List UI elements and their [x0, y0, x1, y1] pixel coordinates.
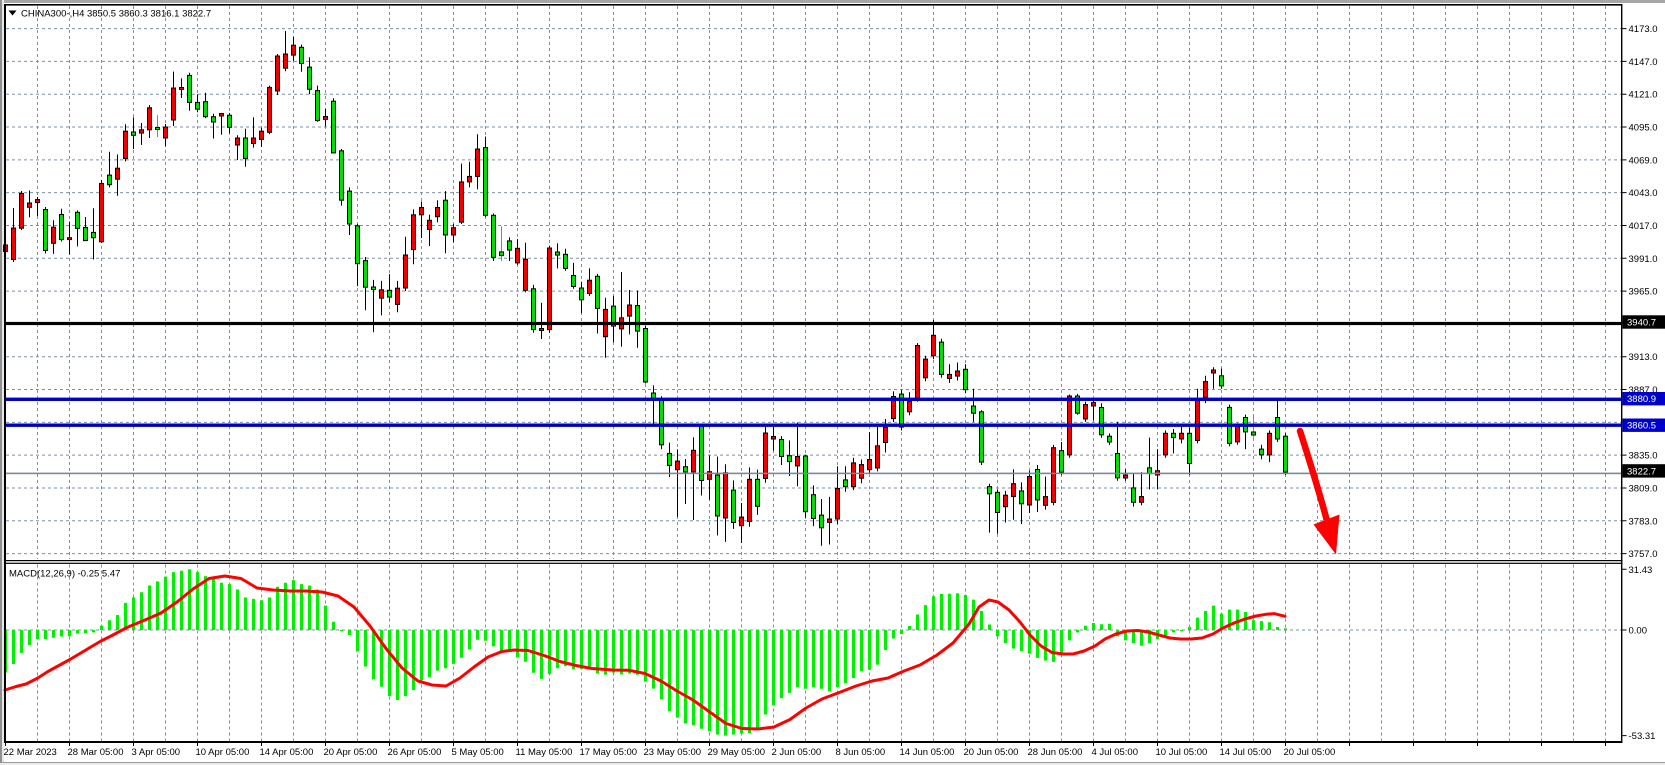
svg-text:14 Jun 05:00: 14 Jun 05:00	[900, 747, 955, 758]
svg-text:3991.0: 3991.0	[1629, 254, 1658, 265]
svg-text:4 Jul 05:00: 4 Jul 05:00	[1092, 747, 1138, 758]
svg-text:3822.7: 3822.7	[1627, 466, 1656, 477]
svg-text:29 May 05:00: 29 May 05:00	[708, 747, 766, 758]
svg-text:3757.0: 3757.0	[1629, 549, 1658, 560]
svg-text:14 Apr 05:00: 14 Apr 05:00	[260, 747, 314, 758]
svg-text:4121.0: 4121.0	[1629, 90, 1658, 101]
svg-text:10 Apr 05:00: 10 Apr 05:00	[196, 747, 250, 758]
svg-text:31.43: 31.43	[1629, 565, 1653, 576]
svg-text:4147.0: 4147.0	[1629, 57, 1658, 68]
svg-text:3940.7: 3940.7	[1627, 318, 1656, 329]
svg-text:3835.0: 3835.0	[1629, 451, 1658, 462]
svg-text:3809.0: 3809.0	[1629, 483, 1658, 494]
svg-text:-53.31: -53.31	[1629, 731, 1656, 742]
svg-text:17 May 05:00: 17 May 05:00	[580, 747, 638, 758]
svg-text:3887.0: 3887.0	[1629, 385, 1658, 396]
svg-text:4043.0: 4043.0	[1629, 188, 1658, 199]
svg-text:4017.0: 4017.0	[1629, 221, 1658, 232]
svg-text:20 Apr 05:00: 20 Apr 05:00	[324, 747, 378, 758]
svg-text:3965.0: 3965.0	[1629, 287, 1658, 298]
svg-text:4069.0: 4069.0	[1629, 155, 1658, 166]
svg-text:3913.0: 3913.0	[1629, 352, 1658, 363]
svg-text:23 May 05:00: 23 May 05:00	[644, 747, 702, 758]
svg-text:4173.0: 4173.0	[1629, 24, 1658, 35]
svg-text:4095.0: 4095.0	[1629, 123, 1658, 134]
svg-text:20 Jul 05:00: 20 Jul 05:00	[1284, 747, 1336, 758]
svg-text:5 May 05:00: 5 May 05:00	[452, 747, 504, 758]
svg-text:3783.0: 3783.0	[1629, 516, 1658, 527]
svg-text:3 Apr 05:00: 3 Apr 05:00	[132, 747, 181, 758]
svg-text:26 Apr 05:00: 26 Apr 05:00	[388, 747, 442, 758]
svg-text:22 Mar 2023: 22 Mar 2023	[4, 747, 57, 758]
svg-text:10 Jul 05:00: 10 Jul 05:00	[1156, 747, 1208, 758]
svg-text:3880.9: 3880.9	[1627, 394, 1656, 405]
svg-text:0.00: 0.00	[1629, 626, 1648, 637]
svg-text:20 Jun 05:00: 20 Jun 05:00	[964, 747, 1019, 758]
svg-text:3860.5: 3860.5	[1627, 421, 1656, 432]
svg-text:28 Mar 05:00: 28 Mar 05:00	[68, 747, 124, 758]
svg-text:28 Jun 05:00: 28 Jun 05:00	[1028, 747, 1083, 758]
svg-text:2 Jun 05:00: 2 Jun 05:00	[772, 747, 822, 758]
svg-text:CHINA300-,H4 3850.5 3860.3 38: CHINA300-,H4 3850.5 3860.3 3816.1 3822.7	[21, 9, 211, 20]
svg-text:11 May 05:00: 11 May 05:00	[516, 747, 573, 758]
svg-text:MACD(12,26,9) -0.25 5.47: MACD(12,26,9) -0.25 5.47	[9, 569, 120, 580]
svg-text:8 Jun 05:00: 8 Jun 05:00	[836, 747, 886, 758]
svg-text:14 Jul 05:00: 14 Jul 05:00	[1220, 747, 1272, 758]
